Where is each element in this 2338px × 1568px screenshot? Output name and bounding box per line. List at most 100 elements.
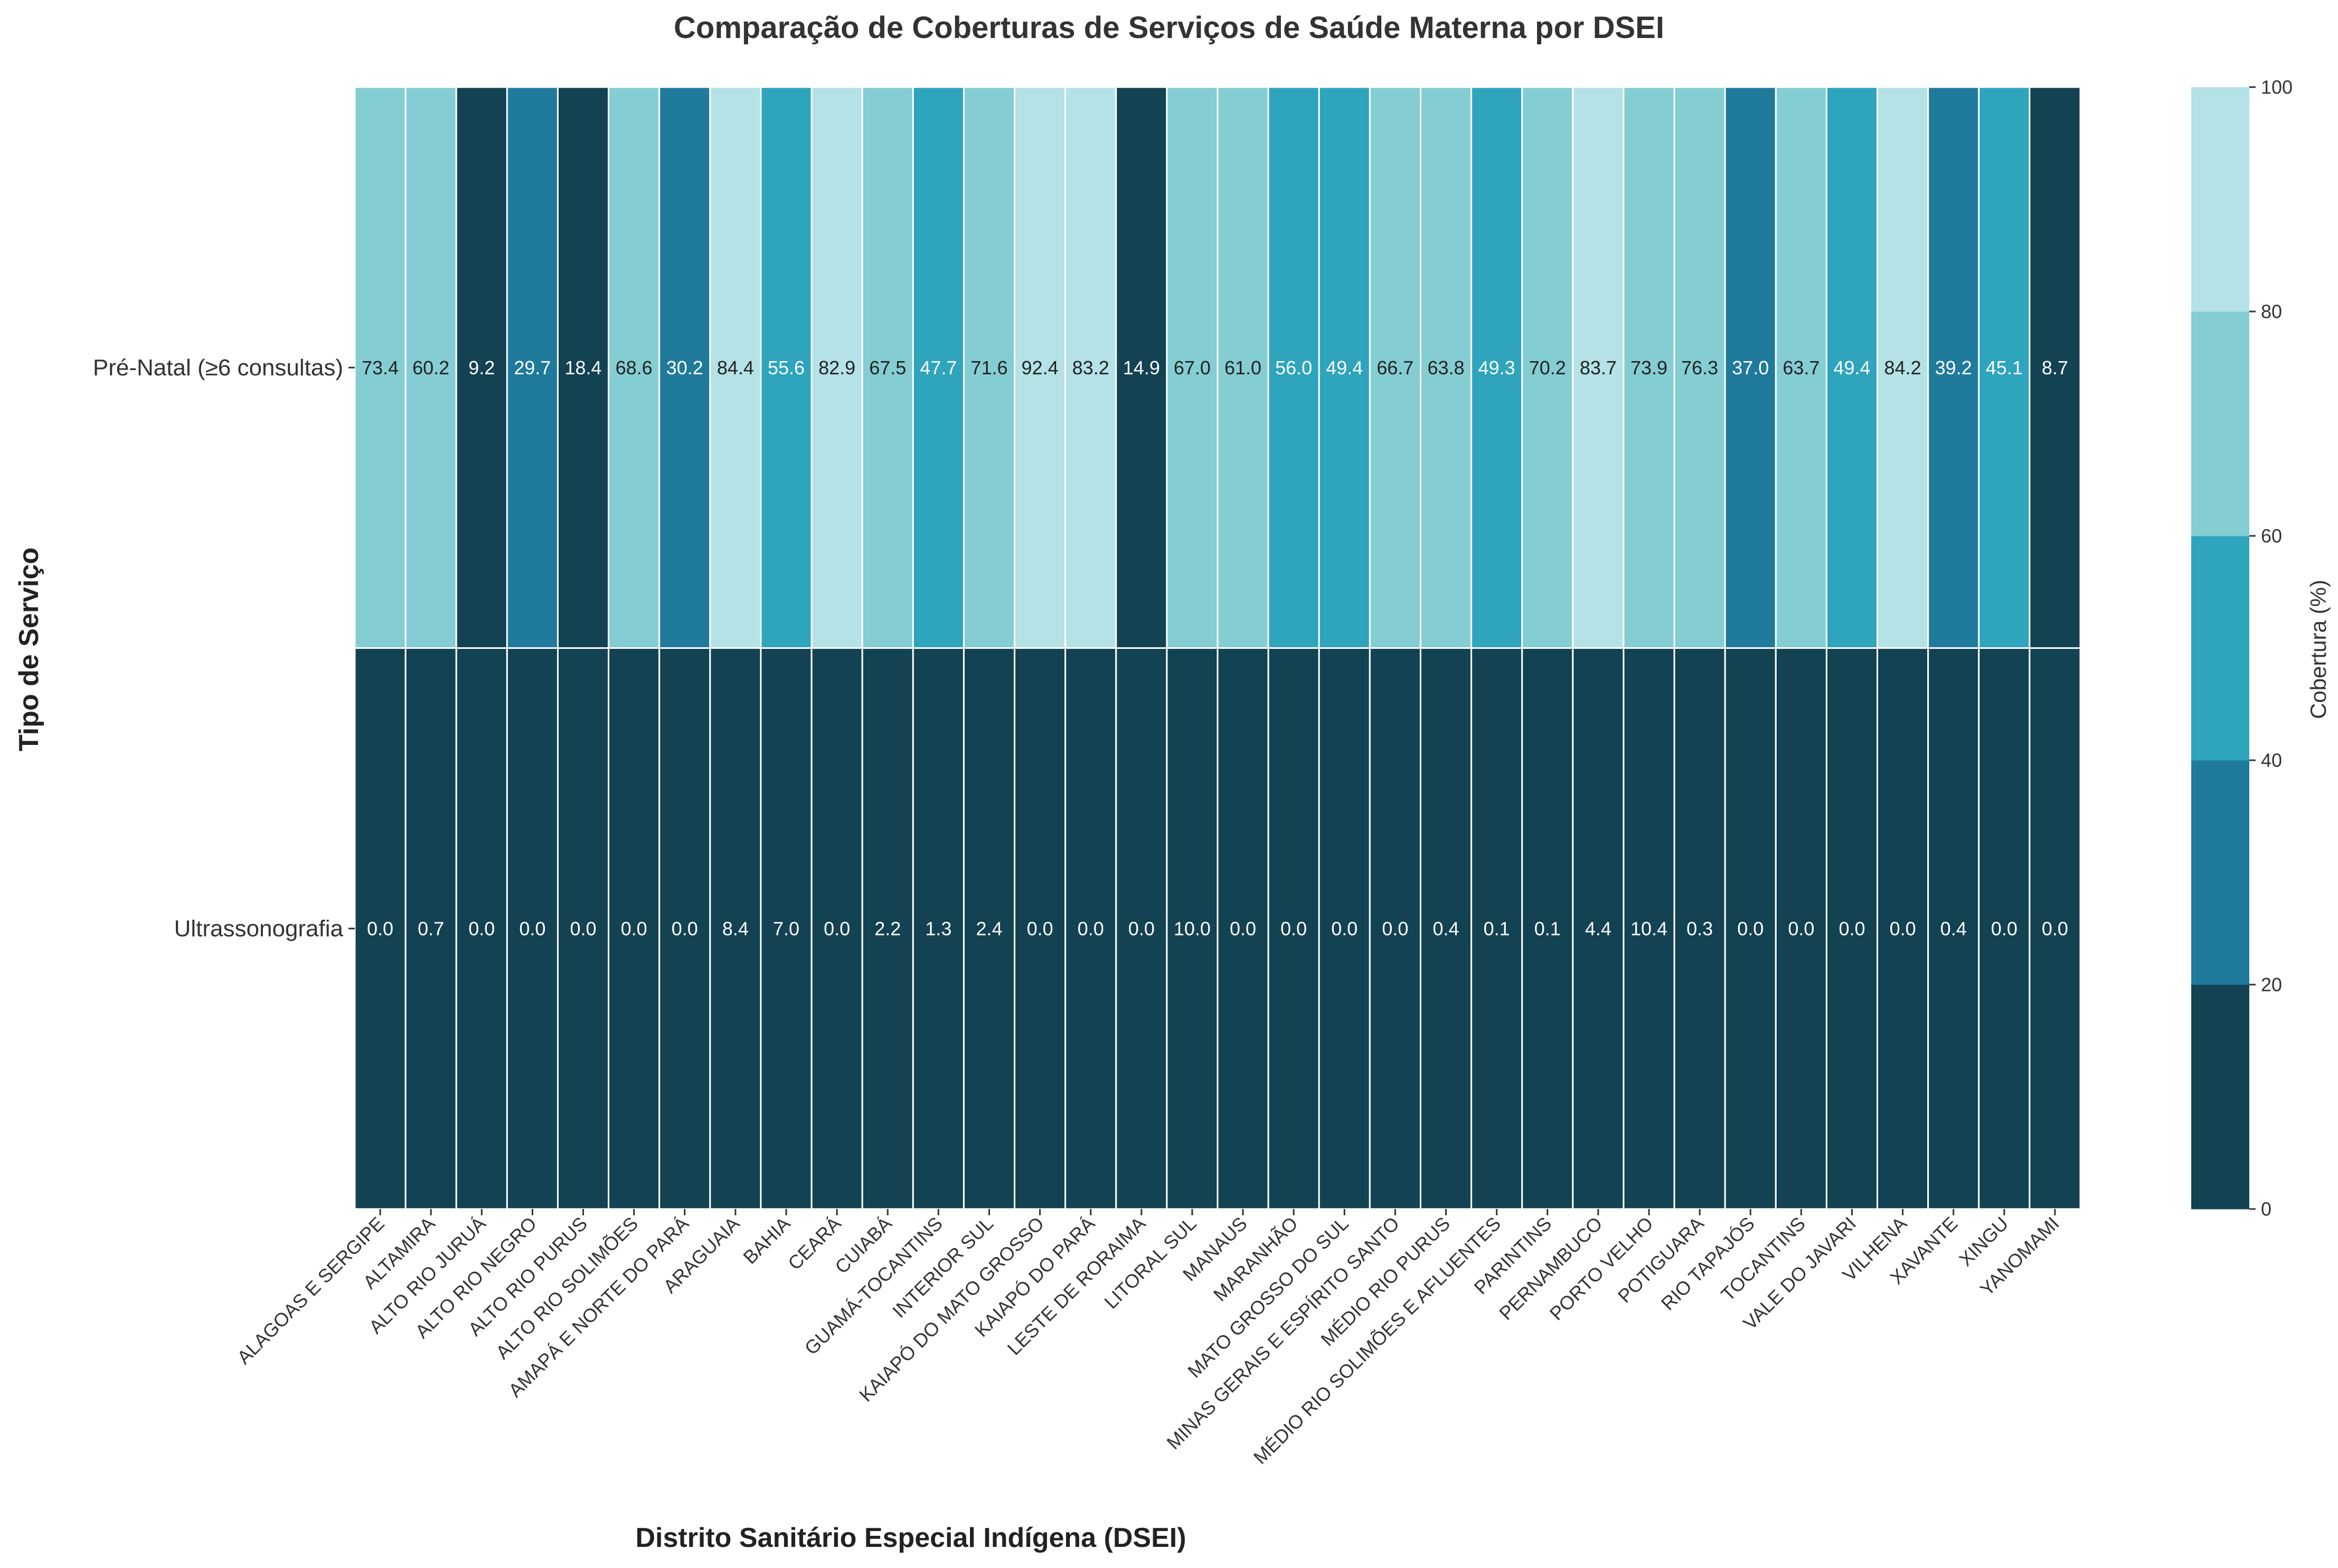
cell-value-label: 0.0 xyxy=(621,918,647,939)
cell-value-label: 73.4 xyxy=(362,357,399,379)
cell-value-label: 0.4 xyxy=(1433,918,1459,939)
heatmap-cell xyxy=(1115,647,1168,1210)
cell-value-label: 47.7 xyxy=(920,357,957,379)
colorbar: 0 20 40 60 80 100 xyxy=(2191,77,2293,1220)
heatmap-cell xyxy=(455,647,508,1210)
colorbar-segment xyxy=(2191,760,2249,985)
heatmap-cell xyxy=(963,647,1016,1210)
chart-title: Comparação de Coberturas de Serviços de … xyxy=(674,11,1664,45)
cell-value-label: 0.0 xyxy=(1027,918,1053,939)
cell-value-label: 0.0 xyxy=(672,918,698,939)
cell-value-label: 84.4 xyxy=(717,357,754,379)
colorbar-segment xyxy=(2191,311,2249,536)
x-tick-label: MINAS GERAIS E ESPÍRITO SANTO xyxy=(1162,1213,1403,1454)
heatmap-cell xyxy=(1673,86,1726,649)
cell-value-label: 68.6 xyxy=(616,357,653,379)
cell-value-label: 0.0 xyxy=(570,918,597,939)
cell-value-label: 30.2 xyxy=(666,357,703,379)
heatmap-cell xyxy=(1318,647,1371,1210)
cell-value-label: 9.2 xyxy=(468,357,495,379)
heatmap-cell xyxy=(1318,86,1371,649)
cell-value-label: 0.7 xyxy=(418,918,444,939)
heatmap-cell xyxy=(1927,647,1980,1210)
cell-value-label: 83.2 xyxy=(1072,357,1109,379)
heatmap-cell xyxy=(1572,86,1625,649)
heatmap-cell xyxy=(1014,86,1067,649)
heatmap-cell xyxy=(1673,647,1726,1210)
cell-value-label: 37.0 xyxy=(1732,357,1769,379)
heatmap-cell xyxy=(1267,86,1320,649)
heatmap-cell xyxy=(1470,86,1523,649)
cell-value-label: 0.0 xyxy=(1230,918,1256,939)
cell-value-label: 0.0 xyxy=(1331,918,1357,939)
heatmap-cell xyxy=(1775,86,1827,649)
heatmap-cell xyxy=(1064,647,1117,1210)
cell-value-label: 10.4 xyxy=(1630,918,1667,939)
y-tick-label: Pré-Natal (≥6 consultas) xyxy=(93,355,343,381)
heatmap-cell xyxy=(2029,647,2081,1210)
colorbar-tick-label: 40 xyxy=(2261,750,2282,771)
cell-value-label: 4.4 xyxy=(1585,918,1611,939)
heatmap-cell xyxy=(608,86,661,649)
cell-value-label: 0.1 xyxy=(1484,918,1510,939)
heatmap-cell xyxy=(709,86,762,649)
heatmap-cell xyxy=(1825,647,1879,1210)
cell-value-label: 10.0 xyxy=(1174,918,1211,939)
heatmap-cell xyxy=(1217,86,1269,649)
heatmap-cell xyxy=(1369,86,1421,649)
heatmap-cell xyxy=(760,647,813,1210)
cell-value-label: 2.2 xyxy=(874,918,901,939)
cell-value-label: 39.2 xyxy=(1935,357,1972,379)
cell-value-label: 67.5 xyxy=(869,357,906,379)
heatmap-cell xyxy=(1877,86,1929,649)
cell-value-label: 0.0 xyxy=(1788,918,1814,939)
cell-value-label: 0.0 xyxy=(2042,918,2068,939)
cell-value-label: 18.4 xyxy=(564,357,601,379)
heatmap-cell xyxy=(1978,647,2031,1210)
cell-value-label: 1.3 xyxy=(925,918,951,939)
heatmap-cell xyxy=(1724,86,1777,649)
cell-value-label: 84.2 xyxy=(1884,357,1921,379)
heatmap-cell xyxy=(1419,86,1473,649)
cell-value-label: 55.6 xyxy=(768,357,805,379)
y-axis-title: Tipo de Serviço xyxy=(14,547,44,751)
cell-value-label: 76.3 xyxy=(1681,357,1718,379)
colorbar-tick-label: 80 xyxy=(2261,301,2282,323)
cell-value-label: 0.0 xyxy=(367,918,393,939)
colorbar-tick-label: 100 xyxy=(2261,77,2293,98)
heatmap-cell xyxy=(608,647,661,1210)
colorbar-segment xyxy=(2191,536,2249,761)
cell-value-label: 29.7 xyxy=(514,357,551,379)
heatmap-cell xyxy=(1369,647,1421,1210)
cell-value-label: 8.4 xyxy=(722,918,749,939)
cell-value-label: 0.0 xyxy=(1128,918,1155,939)
cell-value-label: 67.0 xyxy=(1174,357,1211,379)
cell-value-label: 0.0 xyxy=(1991,918,2018,939)
heatmap-cell xyxy=(1166,86,1219,649)
heatmap-cell xyxy=(1572,647,1625,1210)
cell-value-label: 0.0 xyxy=(1382,918,1408,939)
y-tick-label: Ultrassonografia xyxy=(174,915,344,941)
cell-value-label: 70.2 xyxy=(1529,357,1566,379)
heatmap-cell xyxy=(810,86,863,649)
heatmap-cell xyxy=(709,647,762,1210)
heatmap-cell xyxy=(1115,86,1168,649)
cell-value-label: 0.0 xyxy=(468,918,495,939)
heatmap-cell xyxy=(1014,647,1067,1210)
cell-value-label: 63.8 xyxy=(1427,357,1464,379)
cell-value-label: 0.0 xyxy=(1737,918,1764,939)
colorbar-tick-label: 60 xyxy=(2261,525,2282,547)
cell-value-label: 0.1 xyxy=(1534,918,1561,939)
cell-value-label: 71.6 xyxy=(970,357,1007,379)
colorbar-segment xyxy=(2191,87,2249,312)
cell-value-label: 49.4 xyxy=(1326,357,1363,379)
colorbar-tick-label: 20 xyxy=(2261,974,2282,996)
cell-value-label: 82.9 xyxy=(818,357,855,379)
heatmap-cells: 73.4 60.2 9.2 29.7 18.4 68.6 30.2 84.4 55.6 82.9 6… xyxy=(354,86,2081,1210)
heatmap-cell xyxy=(557,647,610,1210)
heatmap-cell xyxy=(1267,647,1320,1210)
cell-value-label: 66.7 xyxy=(1377,357,1413,379)
cell-value-label: 61.0 xyxy=(1224,357,1261,379)
cell-value-label: 56.0 xyxy=(1275,357,1312,379)
cell-value-label: 0.0 xyxy=(824,918,850,939)
